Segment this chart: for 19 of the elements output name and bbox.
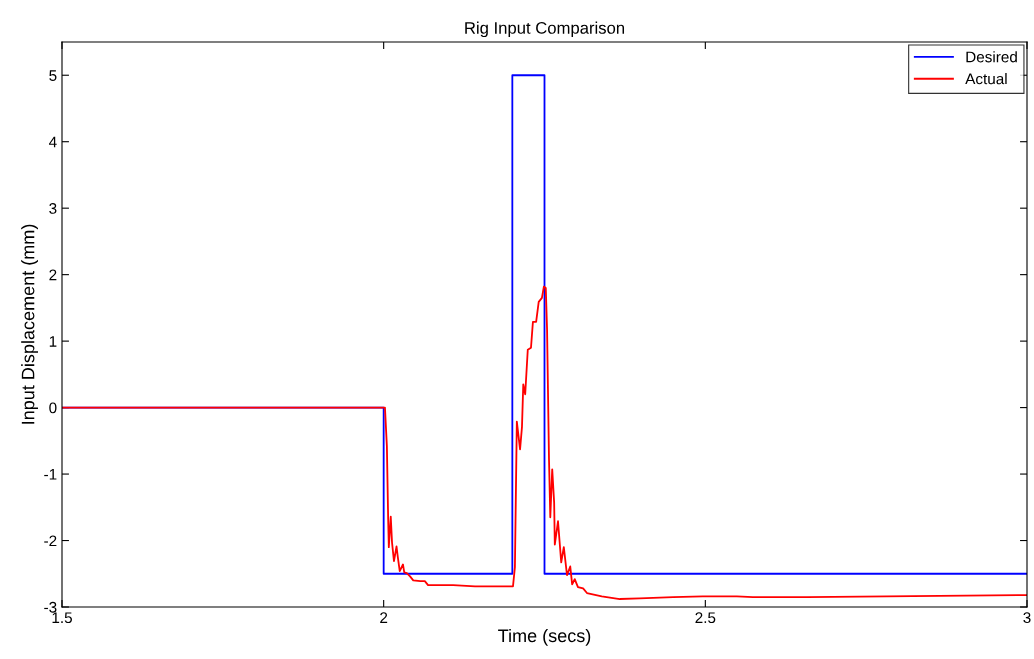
y-tick-label: -3 [44, 601, 57, 613]
x-axis-title: Time (secs) [498, 628, 591, 646]
y-tick-label: 1 [49, 336, 57, 347]
y-tick-label: -2 [44, 535, 57, 547]
y-tick-label: -1 [44, 469, 57, 480]
y-tick-label: 3 [49, 203, 57, 214]
y-axis-title: Input Displacement (mm) [21, 224, 38, 424]
x-tick-label: 1.5 [52, 612, 72, 624]
y-tick-label: 4 [48, 136, 57, 148]
y-tick-label: 0 [49, 402, 57, 414]
y-tick-label: 2 [49, 269, 57, 281]
legend-label: Actual [965, 73, 1007, 85]
y-tick-label: 5 [49, 70, 57, 81]
x-tick-label: 2.5 [695, 612, 716, 624]
x-tick-label: 2 [380, 612, 388, 623]
chart-title: Rig Input Comparison [465, 21, 625, 38]
legend-label: Desired [966, 51, 1017, 63]
line-series [62, 285, 1027, 600]
x-tick-label: 3 [1023, 612, 1031, 624]
